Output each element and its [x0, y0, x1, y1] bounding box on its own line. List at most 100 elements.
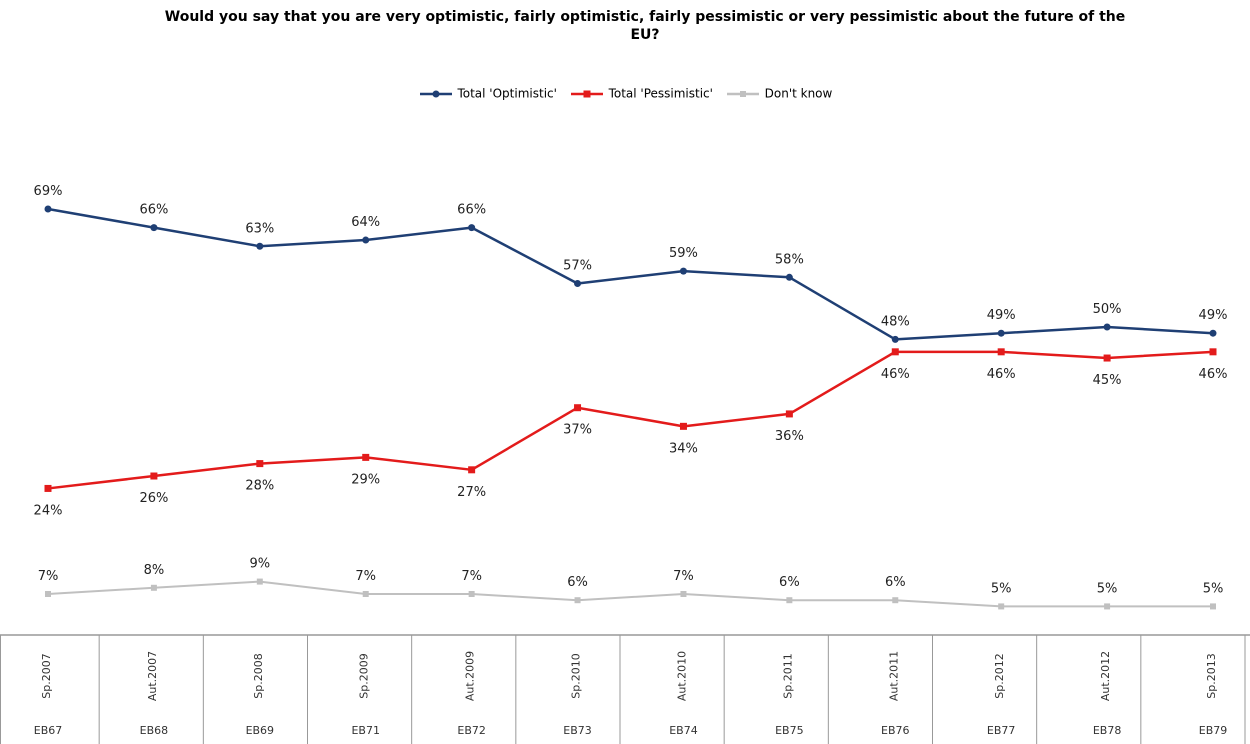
data-label: 59% — [669, 246, 698, 261]
data-point — [574, 280, 582, 288]
data-point — [45, 591, 51, 597]
data-point — [44, 205, 52, 213]
x-survey-label: EB76 — [881, 724, 910, 737]
x-tick-label: Sp.2007 — [40, 653, 53, 698]
data-point — [680, 591, 687, 597]
data-point — [892, 597, 899, 604]
x-tick-label: Aut.2010 — [675, 651, 688, 701]
data-point — [1209, 348, 1217, 356]
x-survey-label: EB69 — [246, 724, 275, 737]
x-survey-label: EB79 — [1199, 724, 1228, 737]
data-label: 5% — [1203, 581, 1224, 596]
x-tick-label: Aut.2011 — [887, 651, 900, 701]
legend-label-dont-know: Don't know — [764, 86, 833, 101]
x-tick-label: Sp.2012 — [993, 653, 1006, 698]
data-point — [468, 224, 476, 232]
data-label: 57% — [563, 259, 592, 274]
data-label: 46% — [881, 367, 910, 382]
legend-label-optimistic: Total 'Optimistic' — [457, 86, 557, 101]
data-label: 5% — [1097, 581, 1118, 596]
data-label: 9% — [250, 557, 271, 572]
data-point — [1104, 603, 1111, 610]
data-point — [785, 273, 793, 281]
data-point — [1209, 329, 1217, 337]
data-label: 45% — [1093, 373, 1122, 388]
x-tick-label: Sp.2010 — [570, 653, 583, 698]
data-point — [574, 597, 581, 604]
data-point — [150, 224, 158, 232]
data-label: 27% — [457, 485, 486, 500]
legend: Total 'Optimistic' Total 'Pessimistic' D… — [0, 86, 1250, 101]
data-label: 6% — [885, 575, 906, 590]
data-label: 66% — [139, 203, 168, 218]
data-label: 26% — [139, 491, 168, 506]
x-tick-label: Sp.2013 — [1205, 653, 1218, 698]
data-point — [1210, 603, 1216, 610]
data-label: 8% — [144, 563, 165, 578]
legend-item-dont-know: Don't know — [725, 86, 833, 101]
legend-item-pessimistic: Total 'Pessimistic' — [569, 86, 713, 101]
data-label: 29% — [351, 472, 380, 487]
data-label: 48% — [881, 314, 910, 329]
data-point — [468, 591, 475, 597]
data-point — [786, 597, 793, 604]
series-line-2 — [47, 580, 1213, 608]
data-point — [362, 236, 370, 244]
data-label: 34% — [669, 441, 698, 456]
x-tick-label: Aut.2009 — [464, 651, 477, 701]
legend-item-optimistic: Total 'Optimistic' — [418, 86, 557, 101]
data-label: 69% — [34, 184, 63, 199]
x-survey-label: EB68 — [140, 724, 169, 737]
data-point — [891, 335, 899, 343]
data-point — [891, 348, 899, 356]
data-point — [150, 472, 158, 480]
data-point — [1103, 323, 1111, 331]
x-survey-label: EB73 — [563, 724, 592, 737]
x-tick-label: Sp.2008 — [252, 653, 265, 698]
data-label: 46% — [1199, 367, 1228, 382]
x-survey-label: EB75 — [775, 724, 804, 737]
data-label: 36% — [775, 429, 804, 444]
legend-line-dont-know-icon — [726, 90, 759, 97]
data-label: 58% — [775, 252, 804, 267]
data-point — [998, 603, 1005, 610]
data-label: 64% — [351, 215, 380, 230]
data-point — [256, 460, 264, 468]
x-survey-label: EB77 — [987, 724, 1016, 737]
x-survey-label: EB71 — [351, 724, 380, 737]
data-label: 46% — [987, 367, 1016, 382]
data-point — [256, 242, 264, 250]
data-point — [150, 584, 157, 591]
data-point — [785, 410, 793, 418]
data-label: 49% — [987, 308, 1016, 323]
data-label: 7% — [673, 569, 694, 584]
data-point — [679, 267, 687, 275]
data-label: 37% — [563, 423, 592, 438]
data-label: 50% — [1093, 302, 1122, 317]
data-point — [362, 453, 370, 461]
data-point — [256, 578, 263, 585]
x-tick-label: Sp.2011 — [781, 653, 794, 698]
x-survey-label: EB72 — [457, 724, 486, 737]
data-point — [997, 348, 1005, 356]
x-tick-label: Sp.2009 — [358, 653, 371, 698]
x-tick-label: Aut.2007 — [146, 651, 159, 701]
data-label: 7% — [38, 569, 59, 584]
data-label: 7% — [355, 569, 376, 584]
legend-line-optimistic-icon — [419, 90, 452, 98]
data-point — [362, 591, 369, 597]
legend-line-pessimistic-icon — [570, 90, 603, 98]
data-label: 6% — [779, 575, 800, 590]
data-label: 5% — [991, 581, 1012, 596]
chart-title: Would you say that you are very optimist… — [164, 9, 1126, 43]
data-label: 63% — [245, 221, 274, 236]
data-point — [574, 404, 582, 412]
data-point — [468, 466, 476, 474]
legend-label-pessimistic: Total 'Pessimistic' — [608, 86, 713, 101]
series-line-0 — [47, 207, 1214, 341]
data-point — [1103, 354, 1111, 362]
data-point — [44, 484, 52, 492]
x-tick-label: Aut.2012 — [1099, 651, 1112, 701]
data-label: 66% — [457, 203, 486, 218]
